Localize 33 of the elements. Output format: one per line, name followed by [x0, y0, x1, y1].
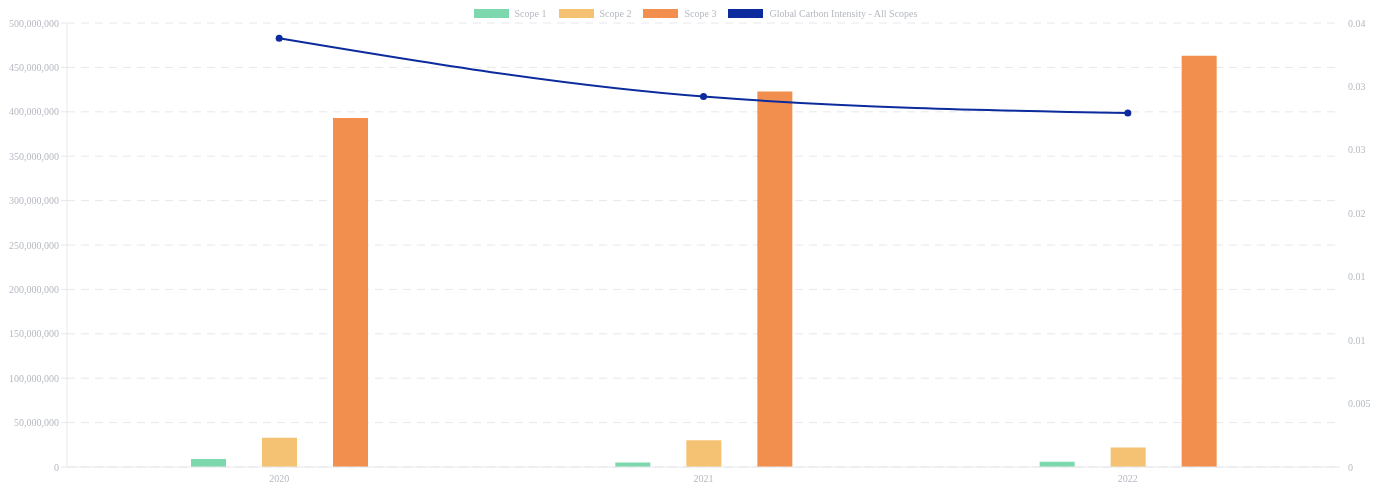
- point: [700, 93, 707, 101]
- y-tick-label: 500,000,000: [9, 17, 59, 29]
- y-tick-label: 50,000,000: [14, 417, 59, 429]
- y2-tick-label: 0.01: [1348, 334, 1366, 346]
- y2-tick-label: 0.005: [1348, 398, 1371, 410]
- y2-tick-label: 0.03: [1348, 144, 1366, 156]
- y-tick-label: 400,000,000: [9, 106, 59, 118]
- bar: [1181, 55, 1217, 467]
- bar: [686, 440, 722, 467]
- y-tick-label: 200,000,000: [9, 283, 59, 295]
- y2-tick-label: 0.01: [1348, 271, 1366, 283]
- legend-label: Scope 2: [599, 8, 632, 19]
- bar: [262, 437, 297, 467]
- bar: [757, 91, 793, 467]
- legend-label: Scope 3: [684, 8, 717, 19]
- y2-tick-label: 0.03: [1348, 80, 1366, 92]
- x-tick-label: 2020: [269, 473, 290, 485]
- y-tick-label: 350,000,000: [9, 150, 59, 162]
- point: [1124, 109, 1132, 117]
- point: [275, 34, 283, 42]
- y2-tick-label: 0.02: [1348, 207, 1366, 219]
- bar: [333, 118, 368, 467]
- y-tick-label: 150,000,000: [9, 328, 59, 340]
- bar: [1110, 447, 1146, 467]
- x-tick-label: 2021: [693, 473, 714, 485]
- x-tick-label: 2022: [1117, 473, 1138, 485]
- y-tick-label: 250,000,000: [9, 239, 59, 251]
- legend-label: Global Carbon Intensity - All Scopes: [769, 8, 918, 19]
- y-tick-label: 450,000,000: [9, 61, 59, 73]
- legend-label: Scope 1: [514, 8, 547, 19]
- y-tick-label: 100,000,000: [9, 372, 59, 384]
- y-tick-label: 300,000,000: [9, 195, 59, 207]
- y2-tick-label: 0.04: [1348, 17, 1366, 29]
